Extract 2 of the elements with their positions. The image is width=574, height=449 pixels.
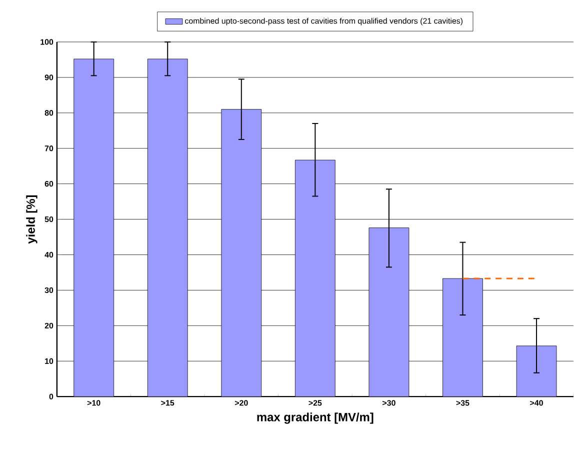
y-axis-title: yield [%] [26,196,38,244]
x-axis-title: max gradient [MV/m] [257,412,374,424]
